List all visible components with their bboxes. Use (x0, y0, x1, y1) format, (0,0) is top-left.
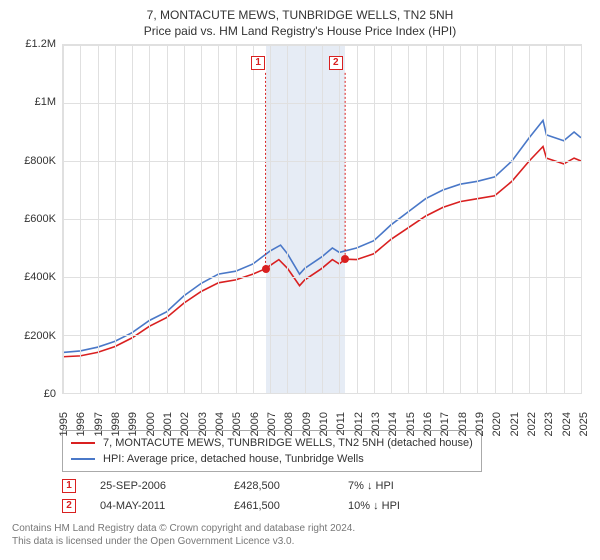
datapoint-row: 1 25-SEP-2006 £428,500 7% ↓ HPI (62, 476, 588, 496)
x-axis-label: 1998 (110, 412, 122, 436)
x-axis-label: 2014 (387, 412, 399, 436)
datapoint-date: 04-MAY-2011 (100, 500, 210, 512)
datapoint-delta: 10% ↓ HPI (348, 500, 400, 512)
page-subtitle: Price paid vs. HM Land Registry's House … (12, 24, 588, 38)
plot-area: 12 (62, 44, 582, 394)
x-axis-label: 1996 (75, 412, 87, 436)
y-axis-label: £1M (35, 96, 56, 108)
x-axis-label: 1997 (93, 412, 105, 436)
x-axis-label: 2001 (162, 412, 174, 436)
x-axis-label: 2023 (543, 412, 555, 436)
footer: Contains HM Land Registry data © Crown c… (12, 522, 588, 548)
x-axis-label: 2007 (266, 412, 278, 436)
datapoint-delta: 7% ↓ HPI (348, 480, 394, 492)
page-title: 7, MONTACUTE MEWS, TUNBRIDGE WELLS, TN2 … (12, 8, 588, 22)
y-axis-label: £0 (44, 388, 56, 400)
footer-line: This data is licensed under the Open Gov… (12, 535, 588, 548)
x-axis-label: 2012 (353, 412, 365, 436)
y-axis-label: £1.2M (25, 38, 56, 50)
datapoint-marker: 2 (62, 499, 76, 513)
x-axis-label: 2006 (249, 412, 261, 436)
x-axis-label: 2024 (561, 412, 573, 436)
datapoint-date: 25-SEP-2006 (100, 480, 210, 492)
x-axis-label: 2020 (491, 412, 503, 436)
x-axis-label: 2009 (301, 412, 313, 436)
chart-dot (262, 265, 270, 273)
y-axis-labels: £0£200K£400K£600K£800K£1M£1.2M (12, 44, 60, 394)
x-axis-label: 2016 (422, 412, 434, 436)
x-axis-label: 2021 (509, 412, 521, 436)
x-axis-label: 2003 (197, 412, 209, 436)
x-axis-label: 1999 (127, 412, 139, 436)
x-axis-label: 2025 (578, 412, 590, 436)
chart: £0£200K£400K£600K£800K£1M£1.2M 12 199519… (12, 44, 588, 424)
x-axis-label: 2018 (457, 412, 469, 436)
x-axis-label: 2002 (179, 412, 191, 436)
x-axis-label: 2015 (405, 412, 417, 436)
datapoint-price: £428,500 (234, 480, 324, 492)
x-axis-label: 1995 (58, 412, 70, 436)
x-axis-label: 2010 (318, 412, 330, 436)
datapoint-row: 2 04-MAY-2011 £461,500 10% ↓ HPI (62, 496, 588, 516)
y-axis-label: £400K (24, 271, 56, 283)
footer-line: Contains HM Land Registry data © Crown c… (12, 522, 588, 535)
x-axis-label: 2005 (231, 412, 243, 436)
legend-label: HPI: Average price, detached house, Tunb… (103, 453, 364, 465)
legend-swatch (71, 442, 95, 444)
y-axis-label: £600K (24, 213, 56, 225)
x-axis-label: 2019 (474, 412, 486, 436)
datapoint-marker: 1 (62, 479, 76, 493)
legend-swatch (71, 458, 95, 460)
legend-row: 7, MONTACUTE MEWS, TUNBRIDGE WELLS, TN2 … (71, 435, 473, 451)
x-axis-label: 2004 (214, 412, 226, 436)
x-axis-label: 2017 (439, 412, 451, 436)
chart-marker: 1 (251, 56, 265, 70)
x-axis-label: 2011 (335, 412, 347, 436)
y-axis-label: £800K (24, 155, 56, 167)
chart-marker: 2 (329, 56, 343, 70)
y-axis-label: £200K (24, 330, 56, 342)
chart-dot (341, 255, 349, 263)
x-axis-label: 2008 (283, 412, 295, 436)
x-axis-label: 2013 (370, 412, 382, 436)
datapoint-table: 1 25-SEP-2006 £428,500 7% ↓ HPI 2 04-MAY-2011… (62, 476, 588, 516)
x-axis-label: 2000 (145, 412, 157, 436)
datapoint-price: £461,500 (234, 500, 324, 512)
legend-row: HPI: Average price, detached house, Tunb… (71, 451, 473, 467)
x-axis-labels: 1995199619971998199920002001200220032004… (62, 394, 582, 424)
x-axis-label: 2022 (526, 412, 538, 436)
legend-label: 7, MONTACUTE MEWS, TUNBRIDGE WELLS, TN2 … (103, 437, 473, 449)
